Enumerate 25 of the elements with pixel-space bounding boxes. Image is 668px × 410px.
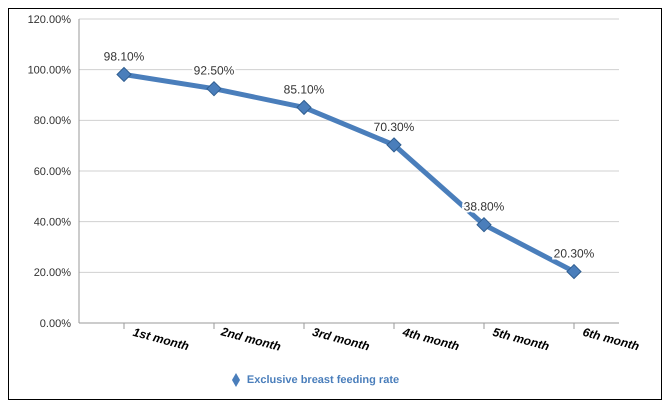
point bbox=[206, 81, 222, 96]
point bbox=[386, 137, 402, 152]
x-tick-label: 3rd month bbox=[310, 324, 372, 354]
point bbox=[566, 264, 582, 280]
y-tick-label: 20.00% bbox=[34, 267, 72, 280]
y-tick-label: 60.00% bbox=[34, 166, 72, 178]
x-tick-label: 2nd month bbox=[218, 324, 282, 354]
x-tick-label: 4th month bbox=[400, 324, 461, 354]
data-label: 20.30% bbox=[554, 246, 595, 261]
data-label: 92.50% bbox=[194, 64, 235, 78]
point bbox=[476, 217, 492, 232]
point bbox=[116, 66, 132, 82]
y-tick-label: 40.00% bbox=[34, 216, 72, 229]
data-label: 98.10% bbox=[104, 49, 145, 64]
y-tick-label: 120.00% bbox=[28, 14, 72, 26]
y-tick-label: 100.00% bbox=[28, 64, 72, 77]
data-label: 85.10% bbox=[284, 82, 325, 96]
data-label: 70.30% bbox=[374, 120, 415, 134]
y-tick-label: 0.00% bbox=[40, 318, 72, 330]
y-tick-label: 80.00% bbox=[34, 115, 72, 128]
point bbox=[296, 100, 312, 115]
x-tick-label: 6th month bbox=[581, 324, 641, 354]
x-tick-label: 5th month bbox=[491, 324, 551, 354]
legend-label: Exclusive breast feeding rate bbox=[246, 374, 400, 386]
x-tick-label: 1st month bbox=[132, 324, 191, 354]
